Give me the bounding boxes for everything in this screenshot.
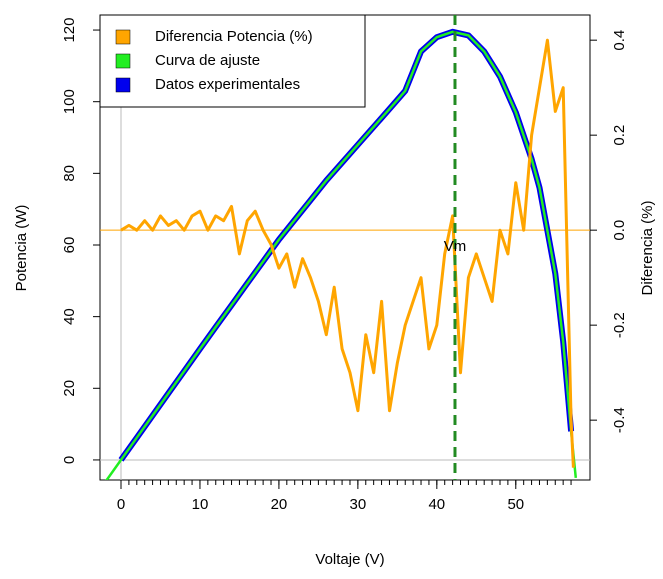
x-tick-label: 50 bbox=[507, 496, 524, 513]
y-tick-label: 40 bbox=[61, 308, 78, 325]
x-tick-label: 30 bbox=[350, 496, 367, 513]
x-tick-label: 40 bbox=[428, 496, 445, 513]
y2-tick-label: 0.2 bbox=[611, 125, 628, 146]
y2-tick-label: 0.0 bbox=[611, 220, 628, 241]
legend-swatch bbox=[115, 29, 131, 45]
y-tick-label: 0 bbox=[61, 456, 78, 464]
series-line bbox=[120, 38, 575, 468]
y-tick-label: 60 bbox=[61, 237, 78, 254]
legend-label: Curva de ajuste bbox=[155, 52, 260, 69]
x-tick-label: 0 bbox=[117, 496, 125, 513]
y2-tick-label: -0.4 bbox=[611, 407, 628, 433]
x-tick-label: 10 bbox=[192, 496, 209, 513]
y-tick-label: 80 bbox=[61, 165, 78, 182]
y-tick-label: 120 bbox=[61, 18, 78, 43]
x-tick-label: 20 bbox=[271, 496, 288, 513]
legend-swatch bbox=[115, 53, 131, 69]
legend-box bbox=[99, 14, 366, 108]
x-axis-label: Voltaje (V) bbox=[315, 551, 384, 568]
y2-tick-label: 0.4 bbox=[611, 30, 628, 51]
legend-label: Diferencia Potencia (%) bbox=[155, 28, 313, 45]
y2-tick-label: -0.2 bbox=[611, 312, 628, 338]
vm-label: Vm bbox=[444, 238, 467, 255]
y2-axis-label: Diferencia (%) bbox=[639, 200, 656, 295]
y-tick-label: 100 bbox=[61, 89, 78, 114]
series-line bbox=[105, 30, 578, 480]
plot bbox=[100, 15, 590, 480]
y-tick-label: 20 bbox=[61, 380, 78, 397]
legend-label: Datos experimentales bbox=[155, 76, 300, 93]
y-axis-label: Potencia (W) bbox=[13, 205, 30, 292]
legend-swatch bbox=[115, 77, 131, 93]
